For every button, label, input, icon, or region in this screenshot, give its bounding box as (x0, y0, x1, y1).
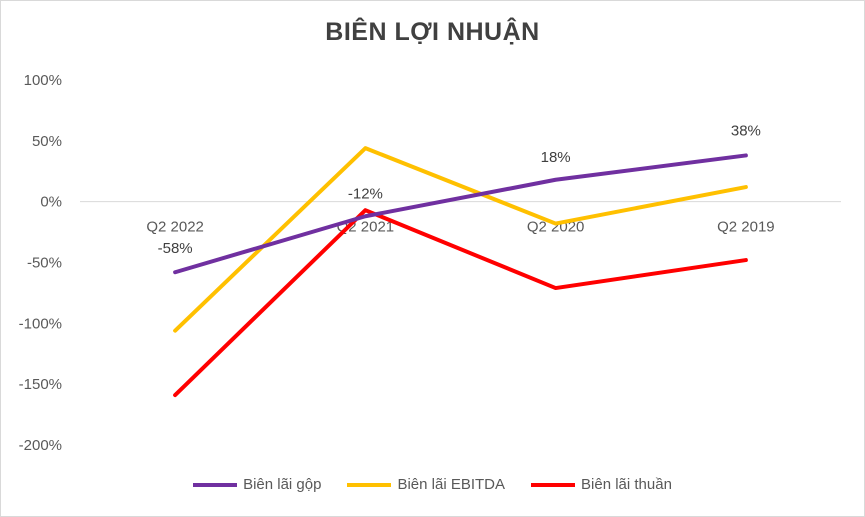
legend-label-gross-margin: Biên lãi gộp (243, 476, 322, 493)
y-tick-label: -150% (19, 376, 62, 393)
series-line-1 (173, 146, 748, 333)
legend-swatch-ebitda-margin (347, 482, 392, 487)
legend-item-net-margin: Biên lãi thuần (531, 476, 672, 493)
y-tick-label: 50% (32, 133, 62, 150)
series-line-2 (173, 208, 748, 398)
y-tick-label: -200% (19, 437, 62, 454)
x-tick-label: Q2 2019 (717, 219, 775, 236)
x-tick-label: Q2 2022 (146, 219, 204, 236)
data-label: 18% (541, 149, 571, 166)
series-line-0 (173, 153, 748, 275)
legend-label-net-margin: Biên lãi thuần (581, 476, 672, 493)
legend-swatch-net-margin (531, 482, 576, 487)
chart-title: BIÊN LỢI NHUẬN (325, 18, 540, 46)
y-tick-label: 100% (24, 72, 62, 89)
legend-item-gross-margin: Biên lãi gộp (193, 476, 321, 493)
data-label: -12% (348, 185, 383, 202)
x-tick-label: Q2 2020 (527, 219, 585, 236)
y-tick-label: -100% (19, 315, 62, 332)
legend-swatch-gross-margin (193, 482, 238, 487)
y-tick-label: 0% (40, 194, 62, 211)
legend: Biên lãi gộp Biên lãi EBITDA Biên lãi th… (0, 476, 865, 493)
legend-label-ebitda-margin: Biên lãi EBITDA (397, 476, 506, 493)
y-tick-label: -50% (27, 255, 62, 272)
legend-item-ebitda-margin: Biên lãi EBITDA (347, 476, 505, 493)
data-label: 38% (731, 122, 761, 139)
data-label: -58% (158, 240, 193, 257)
